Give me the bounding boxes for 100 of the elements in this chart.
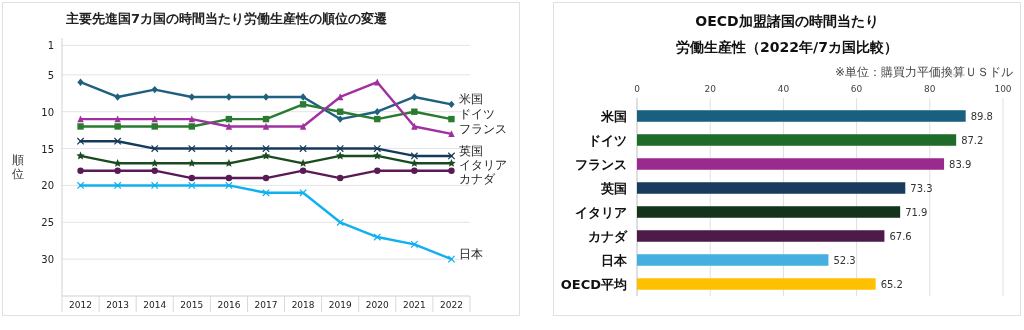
point	[150, 144, 159, 153]
x-tick-label: 60	[850, 84, 863, 94]
point	[261, 151, 271, 160]
point	[114, 115, 121, 123]
point	[411, 122, 418, 130]
point	[113, 158, 122, 167]
x-tick-label: 2021	[402, 300, 426, 310]
point	[262, 174, 270, 182]
chart-subtitle: 労働生産性（2022年/7カ国比較）	[676, 39, 898, 55]
point	[262, 122, 270, 130]
data-label: 65.2	[880, 279, 903, 290]
point	[299, 144, 307, 153]
point	[76, 151, 85, 160]
point	[77, 78, 84, 86]
y-tick-label: 日本	[601, 253, 628, 268]
chart-title: OECD加盟諸国の時間当たり	[695, 13, 879, 29]
x-tick-label: 2012	[69, 300, 92, 310]
point	[299, 122, 307, 130]
text: ※単位：購買力平価換算ＵＳドル	[834, 65, 1013, 79]
x-tick-label: 2019	[328, 300, 352, 310]
chart-title: 主要先進国7カ国の時間当たり労働生産性の順位の変遷	[65, 11, 389, 26]
data-label: 71.9	[905, 207, 928, 218]
point	[410, 158, 419, 167]
point	[114, 123, 121, 130]
point	[114, 167, 121, 174]
point	[77, 167, 84, 174]
bar	[637, 110, 966, 122]
series-label: 英国	[459, 143, 484, 158]
point	[373, 151, 382, 160]
y-tick-label: 10	[41, 106, 54, 118]
point	[374, 167, 381, 174]
point	[188, 115, 196, 123]
point	[299, 93, 307, 101]
point	[448, 130, 455, 138]
x-tick-label: 80	[924, 84, 936, 94]
point	[448, 100, 455, 109]
point	[299, 167, 307, 174]
x-tick-label: 20	[704, 84, 717, 94]
x-tick-label: 2014	[143, 300, 167, 310]
point	[299, 101, 307, 108]
point	[150, 158, 159, 167]
series-label: フランス	[459, 121, 508, 136]
point	[411, 167, 418, 174]
point	[188, 174, 196, 182]
y-tick-label: 5	[47, 69, 54, 81]
point	[410, 152, 419, 160]
x-tick-label: 2017	[254, 300, 278, 310]
point	[373, 144, 382, 153]
point	[298, 158, 308, 167]
x-tick-label: 2016	[217, 300, 241, 310]
x-tick-label: 100	[994, 84, 1012, 94]
y-tick-label: カナダ	[588, 229, 628, 244]
data-label: 87.2	[961, 135, 984, 146]
y-tick-label: 20	[41, 180, 54, 192]
x-tick-label: 2022	[440, 300, 463, 310]
point	[336, 174, 344, 182]
point	[113, 181, 122, 190]
y-tick-label: OECD平均	[560, 277, 627, 292]
point	[224, 158, 234, 167]
point	[336, 93, 344, 101]
point	[448, 115, 455, 123]
bar	[637, 182, 906, 194]
point	[262, 144, 270, 153]
y-tick-label: 1	[47, 40, 54, 52]
point	[76, 181, 85, 190]
bar	[637, 206, 901, 218]
bar	[637, 230, 885, 242]
point	[150, 181, 159, 190]
point	[114, 93, 121, 101]
point	[336, 144, 344, 153]
bar	[637, 134, 957, 146]
point	[225, 144, 233, 153]
bar	[637, 278, 876, 290]
point	[411, 93, 418, 101]
point	[336, 151, 345, 160]
bar	[637, 158, 945, 170]
data-label: 67.6	[889, 231, 912, 242]
point	[188, 123, 196, 130]
bar	[637, 254, 829, 266]
point	[374, 108, 381, 116]
point	[336, 115, 344, 123]
point	[447, 152, 456, 160]
point	[448, 167, 455, 174]
point	[447, 158, 456, 167]
data-label: 83.9	[949, 159, 972, 170]
y-tick-label: 米国	[600, 109, 627, 124]
point	[373, 233, 382, 241]
x-tick-label: 2018	[291, 300, 315, 310]
point	[299, 189, 307, 197]
series-label: 日本	[459, 247, 484, 262]
point	[336, 218, 344, 227]
data-label: 89.8	[970, 111, 993, 122]
y-tick-label: フランス	[575, 157, 627, 172]
y-tick-label: イタリア	[575, 205, 627, 220]
series-label: ドイツ	[459, 107, 496, 122]
point	[151, 123, 158, 130]
point	[113, 137, 122, 145]
data-label: 52.3	[833, 255, 856, 266]
point	[447, 255, 456, 263]
x-tick-label: 2020	[365, 300, 389, 310]
